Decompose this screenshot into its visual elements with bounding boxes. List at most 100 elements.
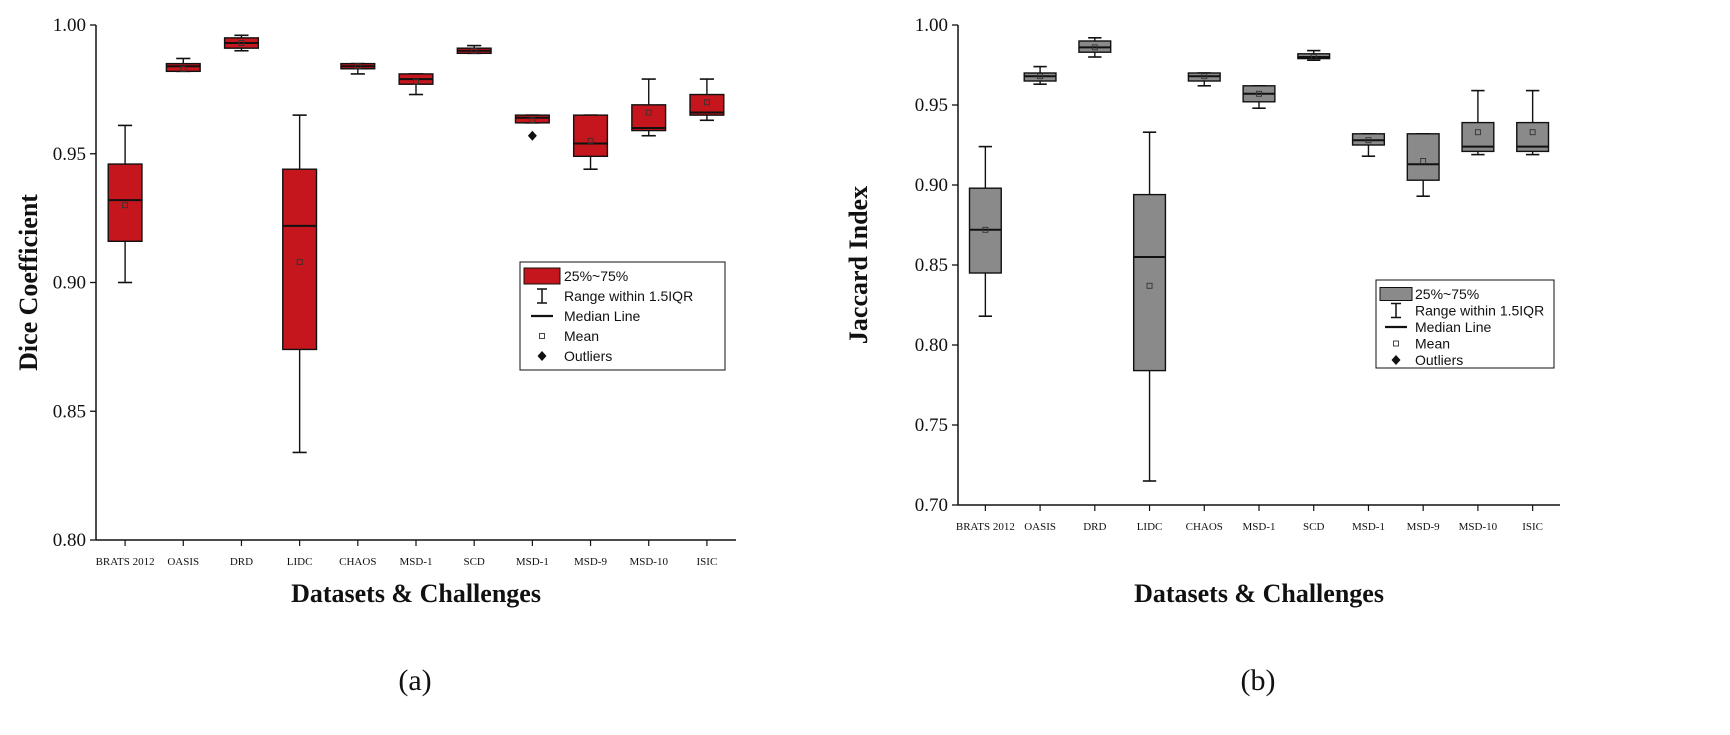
legend-swatch-mean [539, 333, 545, 339]
box-11 [689, 78, 725, 122]
x-tick-label: SCD [463, 556, 484, 568]
legend-label: 25%~75% [1415, 286, 1479, 302]
x-tick-label: SCD [1303, 521, 1324, 533]
x-tick-label: BRATS 2012 [96, 556, 155, 568]
mean-marker [1146, 282, 1153, 289]
mean-marker [1037, 73, 1044, 80]
box-8 [1351, 133, 1386, 157]
box-5 [340, 62, 376, 75]
panel-label: (b) [1241, 664, 1276, 697]
y-tick-label: 0.80 [53, 530, 86, 551]
box-9 [1406, 133, 1440, 197]
x-tick-label: MSD-1 [516, 556, 549, 568]
x-tick-label: ISIC [697, 556, 718, 568]
x-axis-title: Datasets & Challenges [291, 579, 541, 608]
box-9 [572, 114, 609, 170]
legend-label: Mean [1415, 336, 1450, 352]
box-3 [1078, 36, 1112, 58]
y-tick-label: 0.75 [915, 415, 948, 436]
box-iqr [514, 114, 550, 124]
chart-panel-2: 0.70 0.75 0.80 0.85 0.90 0.95 1.00 BRATS 2012 OA… [844, 15, 1560, 697]
legend-label: Range within 1.5IQR [1415, 303, 1544, 319]
y-tick-label: 0.70 [915, 495, 948, 516]
x-axis-title: Datasets & Challenges [1134, 579, 1384, 608]
mean-marker [471, 47, 478, 54]
mean-marker [982, 226, 989, 233]
y-axis-title: Jaccard Index [844, 186, 873, 344]
legend-swatch-box [523, 267, 561, 285]
box-2 [1023, 65, 1057, 85]
x-tick-label: ISIC [1522, 521, 1543, 533]
mean-marker [1256, 90, 1262, 97]
x-tick-label: OASIS [1024, 521, 1056, 533]
box-iqr [631, 104, 667, 132]
box-5 [1187, 72, 1221, 87]
legend-label: Outliers [1415, 352, 1463, 368]
x-tick-label: MSD-1 [1352, 521, 1385, 533]
box-3 [223, 34, 260, 52]
panel-label: (a) [398, 664, 431, 697]
legend: 25%~75% Range within 1.5IQR Median Line Mea… [519, 261, 726, 371]
y-tick-label: 1.00 [53, 15, 86, 36]
mean-marker [122, 202, 129, 209]
box-7 [456, 44, 492, 55]
y-tick-label: 0.85 [915, 255, 948, 276]
box-4 [282, 114, 318, 454]
box-1 [107, 124, 143, 284]
box-2 [165, 57, 201, 73]
box-4 [1132, 131, 1167, 482]
box-iqr [572, 114, 609, 158]
y-tick-label: 0.80 [915, 335, 948, 356]
x-tick-label: MSD-1 [399, 556, 432, 568]
box-1 [968, 145, 1002, 318]
mean-marker [296, 258, 303, 265]
y-axis-title: Dice Coefficient [14, 194, 43, 371]
legend-swatch-mean [1393, 340, 1399, 347]
mean-marker [529, 117, 536, 124]
x-tick-label: MSD-1 [1242, 521, 1275, 533]
legend-label: Outliers [564, 348, 612, 364]
y-tick-label: 0.85 [53, 401, 86, 422]
mean-marker [413, 78, 419, 85]
x-tick-label: CHAOS [1186, 521, 1223, 533]
chart-panel-1: 0.80 0.85 0.90 0.95 1.00 BRATS 2012 OASIS DRD LI… [14, 15, 736, 697]
box-iqr [1406, 133, 1440, 181]
x-tick-label: DRD [1083, 521, 1106, 533]
x-tick-label: MSD-9 [574, 556, 608, 568]
legend-label: Median Line [1415, 319, 1491, 335]
box-iqr [165, 62, 201, 73]
y-tick-label: 1.00 [915, 15, 948, 36]
mean-marker [1529, 129, 1536, 136]
mean-marker [1310, 54, 1317, 60]
mean-marker [1474, 129, 1481, 136]
outlier-marker [527, 130, 537, 141]
x-tick-label: MSD-9 [1407, 521, 1441, 533]
x-tick-label: DRD [230, 556, 253, 568]
mean-marker [1365, 137, 1372, 144]
x-tick-label: BRATS 2012 [956, 521, 1015, 533]
y-tick-label: 0.90 [915, 175, 948, 196]
mean-marker [1201, 73, 1208, 80]
mean-marker [587, 137, 594, 144]
mean-marker [1091, 44, 1098, 51]
box-iqr [1132, 193, 1167, 372]
mean-marker [1420, 158, 1427, 164]
legend-swatch-box [1379, 287, 1413, 301]
mean-marker [238, 40, 245, 46]
legend-label: Mean [564, 328, 599, 344]
legend-swatch-outlier [537, 351, 547, 361]
legend-label: 25%~75% [564, 268, 628, 284]
legend-label: Median Line [564, 308, 640, 324]
x-tick-label: OASIS [167, 556, 199, 568]
legend-swatch-outlier [1391, 355, 1401, 365]
legend-label: Range within 1.5IQR [564, 288, 693, 304]
y-tick-label: 0.90 [53, 273, 86, 294]
x-tick-label: MSD-10 [629, 556, 668, 568]
x-tick-label: CHAOS [339, 556, 376, 568]
x-tick-label: MSD-10 [1459, 521, 1498, 533]
x-tick-label: LIDC [1137, 521, 1163, 533]
y-tick-label: 0.95 [915, 95, 948, 116]
box-8 [514, 114, 550, 141]
box-6 [398, 73, 434, 96]
